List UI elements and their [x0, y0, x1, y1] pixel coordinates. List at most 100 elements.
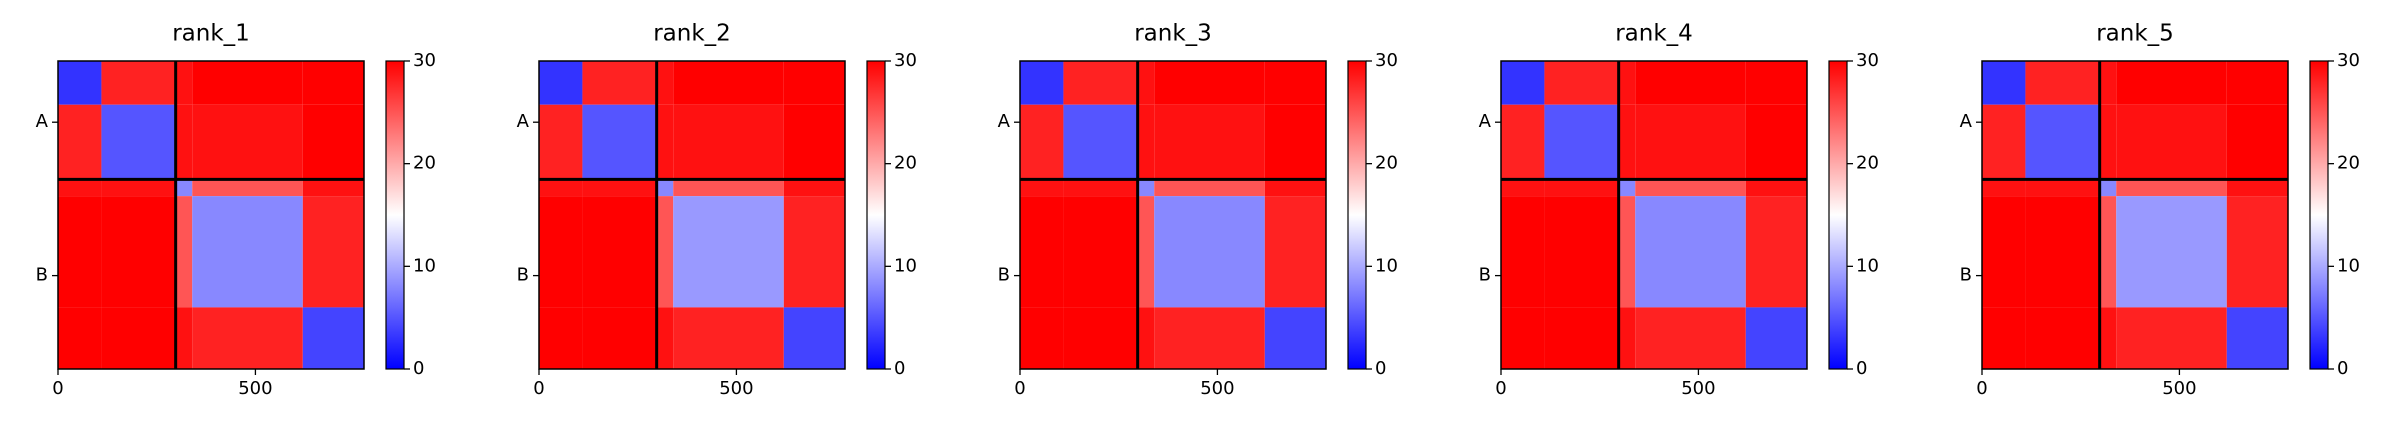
heatmap-cell [1618, 196, 1636, 308]
heatmap-cell [1264, 179, 1326, 197]
colorbar [2309, 60, 2329, 370]
x-tick-label: 500 [238, 378, 272, 399]
heatmap-cell [1982, 61, 2026, 105]
heatmap-cell [101, 104, 176, 180]
heatmap-cell [656, 61, 674, 105]
heatmap-cell [673, 307, 784, 369]
heatmap-cell [1618, 307, 1636, 369]
heatmap-cell [101, 179, 176, 197]
heatmap-cell [101, 196, 176, 308]
heatmap-cell [101, 61, 176, 105]
heatmap-cell [1264, 196, 1326, 308]
heatmap-cell [2226, 196, 2288, 308]
heatmap-cell [192, 104, 303, 180]
heatmap-cell [2025, 179, 2100, 197]
heatmap-cell [1063, 61, 1138, 105]
heatmap-cell [302, 61, 364, 105]
heatmap-cell [783, 104, 845, 180]
heatmap-cell [1020, 61, 1064, 105]
heatmap-cell [58, 104, 102, 180]
heatmap-cell [2116, 61, 2227, 105]
heatmap-cell [2226, 104, 2288, 180]
heatmap-cell [539, 196, 583, 308]
heatmap-cell [192, 196, 303, 308]
x-tick-label: 0 [1976, 378, 1987, 399]
heatmap-cell [582, 179, 657, 197]
colorbar-tick-label: 0 [1375, 358, 1386, 379]
chart-title: rank_2 [653, 21, 731, 47]
heatmap-cell [656, 104, 674, 180]
plot-frame [1019, 60, 1327, 370]
heatmap-cell [2025, 61, 2100, 105]
colorbar [385, 60, 405, 370]
heatmap-cell [673, 179, 784, 197]
y-tick-label: B [1960, 265, 1972, 286]
heatmap-cell [539, 307, 583, 369]
heatmap-cell [783, 179, 845, 197]
colorbar [1828, 60, 1848, 370]
heatmap-cell [1137, 179, 1155, 197]
heatmap-cell [582, 196, 657, 308]
x-tick-label: 0 [533, 378, 544, 399]
heatmap-cell [1982, 196, 2026, 308]
heatmap-cell [302, 307, 364, 369]
heatmap-cell [302, 179, 364, 197]
heatmap-cell [1501, 104, 1545, 180]
heatmap-cell [192, 307, 303, 369]
heatmap-cell [1745, 61, 1807, 105]
heatmap-cell [175, 196, 193, 308]
x-tick-label: 0 [52, 378, 63, 399]
heatmap-cell [58, 179, 102, 197]
heatmap-cell [1154, 307, 1265, 369]
y-tick-label: A [36, 111, 49, 132]
heatmap-cell [1544, 307, 1619, 369]
heatmap-cell [1618, 61, 1636, 105]
x-tick-label: 500 [719, 378, 753, 399]
heatmap-cell [1982, 104, 2026, 180]
heatmap-cell [175, 179, 193, 197]
colorbar-tick-label: 30 [413, 50, 436, 71]
heatmap-cell [2025, 196, 2100, 308]
heatmap-cell [2099, 61, 2117, 105]
y-tick-label: A [1479, 111, 1492, 132]
heatmap-cell [1264, 307, 1326, 369]
heatmap-cell [1020, 104, 1064, 180]
chart-title: rank_4 [1615, 21, 1693, 47]
x-tick-label: 0 [1495, 378, 1506, 399]
colorbar-tick-label: 0 [894, 358, 905, 379]
x-tick-label: 500 [2162, 378, 2196, 399]
heatmap-cell [302, 104, 364, 180]
heatmap-cell [1020, 179, 1064, 197]
x-tick-label: 500 [1681, 378, 1715, 399]
chart-title: rank_3 [1134, 21, 1212, 47]
y-tick-label: A [998, 111, 1011, 132]
y-tick-label: A [517, 111, 530, 132]
colorbar [1347, 60, 1367, 370]
heatmap-cell [1154, 61, 1265, 105]
heatmap-cell [1137, 104, 1155, 180]
heatmap-cell [1264, 104, 1326, 180]
heatmap-cell [192, 179, 303, 197]
heatmap-cell [1154, 104, 1265, 180]
heatmap-cell [539, 179, 583, 197]
heatmap-cell [58, 196, 102, 308]
heatmap-cell [673, 196, 784, 308]
heatmap-cell [1063, 196, 1138, 308]
heatmap-cell [2099, 196, 2117, 308]
x-tick-label: 0 [1014, 378, 1025, 399]
heatmap-cell [582, 61, 657, 105]
heatmap-cell [1618, 179, 1636, 197]
colorbar-tick-label: 10 [413, 255, 436, 276]
plot-frame [538, 60, 846, 370]
plot-frame [57, 60, 365, 370]
heatmap-cell [2099, 179, 2117, 197]
y-tick-label: B [36, 265, 48, 286]
colorbar [866, 60, 886, 370]
heatmap-cell [1154, 196, 1265, 308]
heatmap-cell [1635, 196, 1746, 308]
heatmap-cell [1982, 179, 2026, 197]
heatmap-cell [1745, 196, 1807, 308]
heatmap-cell [673, 104, 784, 180]
